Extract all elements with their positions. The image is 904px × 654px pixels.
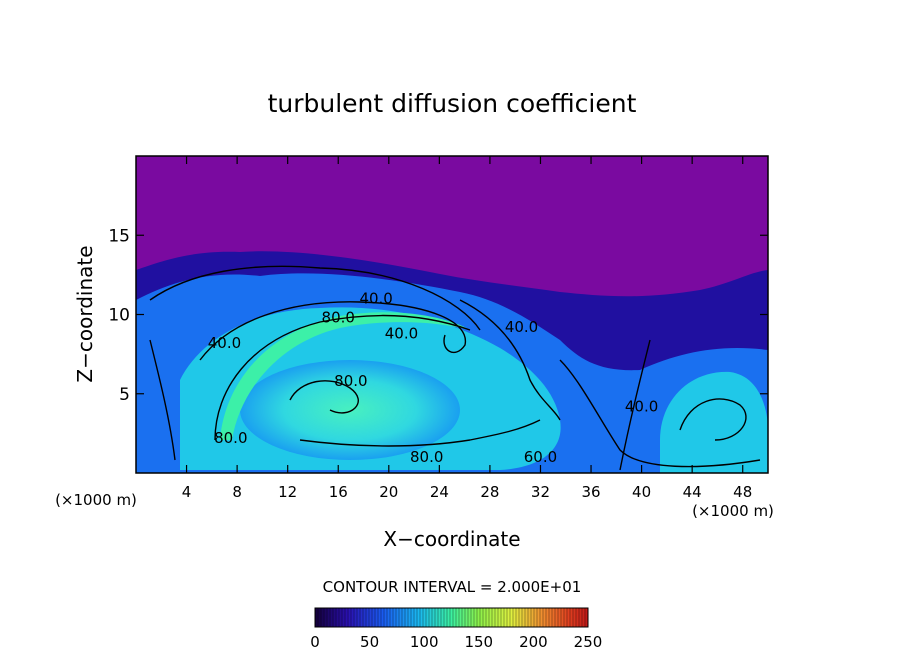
contour-label: 80.0 [334,372,367,390]
x-tick-label: 24 [430,483,449,501]
plot-area: 40.080.040.040.040.080.080.080.0 60.040.0 [136,156,768,473]
colorbar-ticks: 0 50 100 150 200 250 [310,633,602,651]
y-tick-label: 5 [119,385,130,405]
contour-line [299,419,541,447]
contour-line [149,265,481,331]
x-tick-label: 8 [232,483,242,501]
colorbar-tick-label: 0 [310,633,320,651]
contour-label: 80.0 [214,429,247,447]
contour-interval-note: CONTOUR INTERVAL = 2.000E+01 [323,578,582,596]
x-unit-left: (×1000 m) [55,491,137,509]
colorbar-tick-label: 100 [410,633,439,651]
contour-label: 40.0 [208,334,241,352]
x-tick-label: 28 [480,483,499,501]
contour-label: 40.0 [505,318,538,336]
x-tick-label: 32 [531,483,550,501]
right-vortex [660,371,768,473]
x-tick-label: 48 [733,483,752,501]
contour-label: 80.0 [410,448,443,466]
shear-band [220,312,470,440]
contour-label: 40.0 [359,290,392,308]
y-tick-label: 15 [108,226,130,246]
contour-line [289,380,359,414]
contour-line [559,359,761,468]
contour-label: 60.0 [524,448,557,466]
chart-title: turbulent diffusion coefficient [268,89,637,118]
x-tick-label: 16 [329,483,348,501]
colorbar-tick-label: 150 [464,633,493,651]
colorbar-gradient [314,607,589,628]
contour-line [459,299,561,421]
contour-line [679,398,747,441]
colorbar-tick-label: 50 [360,633,379,651]
contour-line [214,314,471,441]
x-tick-label: 12 [278,483,297,501]
x-tick-label: 20 [379,483,398,501]
colorbar-tick-label: 200 [519,633,548,651]
x-tick-label: 36 [581,483,600,501]
contour-label: 40.0 [625,397,658,415]
vortex-core [240,360,460,460]
colorbar-stripes [317,608,586,627]
contour-label: 40.0 [385,325,418,343]
contour-line [149,339,176,461]
contour-labels: 40.080.040.040.040.080.080.080.0 60.040.0 [208,290,659,467]
contour-line [199,301,467,361]
x-tick-label: 40 [632,483,651,501]
y-axis: 5 10 15 [108,226,768,405]
x-tick-label: 44 [683,483,702,501]
contour-line [619,339,651,471]
x-unit-right: (×1000 m) [692,502,774,520]
colorbar: 0 50 100 150 200 250 [310,607,602,651]
contour-lines [149,265,761,471]
x-tick-label: 4 [182,483,192,501]
x-axis-label: X−coordinate [383,527,520,551]
x-axis: 4 8 12 16 20 24 28 32 36 40 44 48 [182,156,752,501]
contour-label: 80.0 [322,309,355,327]
colorbar-tick-label: 250 [574,633,603,651]
y-axis-label: Z−coordinate [73,245,97,382]
y-tick-label: 10 [108,306,130,326]
